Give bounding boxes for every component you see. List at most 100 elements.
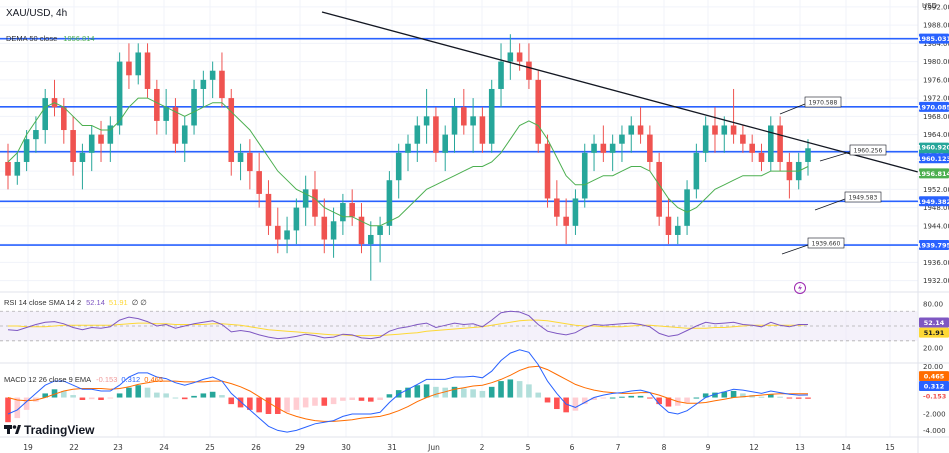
current-price-label: 1960.920 [917,144,949,152]
rsi-lines [7,310,809,340]
tradingview-logo[interactable]: TradingView [4,423,95,437]
macd-histogram-bar [5,397,11,423]
macd-histogram-bar [61,390,67,398]
macd-histogram-bar [777,396,783,398]
candle-bullish [581,152,588,199]
candle-bearish [656,161,662,217]
macd-histogram-bar [135,385,142,398]
candle-bearish [516,52,523,62]
time-tick-label: 7 [616,443,621,452]
time-tick-label: 26 [251,443,261,452]
candle-bullish [330,221,337,240]
candle-bearish [461,107,467,126]
time-tick-label: 2 [480,443,485,452]
candle-bullish [451,107,458,135]
macd-legend-hist: -0.153 [96,375,117,384]
candle-bullish [107,125,114,144]
macd-histogram-bar [42,393,48,398]
candle-bullish [33,130,39,140]
axis-badge [919,371,949,382]
candle-bullish [693,152,700,190]
candle-bearish [265,193,272,226]
macd-histogram-bar [805,397,811,399]
macd-histogram-bar [414,385,421,398]
dema-legend-name: DEMA 50 close [6,34,57,43]
candle-bullish [609,143,616,153]
price-tick-label: 1988.000 [923,22,949,30]
candle-bearish [247,152,253,172]
dema-legend-label: DEMA 50 close 1956.814 [6,34,95,43]
candle-bullish [591,143,597,153]
macd-histogram-bar [256,397,262,413]
price-tick-label: 1980.000 [923,58,949,66]
macd-histogram-bar [302,397,309,408]
time-tick-label: 24 [159,443,169,452]
candle-bullish [702,125,709,153]
price-tick-label: 1952.000 [923,186,949,194]
candle-bearish [758,152,765,162]
candle-bearish [647,134,653,162]
macd-histogram-bar [721,391,728,398]
callout-leader [819,151,851,162]
callout-box [844,191,882,203]
candle-bullish [200,79,207,89]
macd-tick-label: -4.000 [923,427,946,435]
macd-histogram-bar [154,392,160,398]
axis-badge-label: 1949.382 [917,198,949,206]
macd-histogram-bar [340,397,346,401]
axis-badge [919,327,949,338]
candle-bearish [712,125,718,135]
macd-histogram-bar [405,387,411,398]
axis-badge [919,101,949,112]
macd-histogram-bar [516,381,523,398]
axis-badge-label: 0.465 [924,373,945,381]
price-callouts: 1970.588 1960.256 1949.583 1939.660 [779,96,887,255]
callout-box [807,237,845,249]
candle-bullish [116,61,123,126]
time-tick-label: 12 [749,443,759,452]
macd-histogram-bar [563,397,569,413]
macd-histogram-bar [116,393,123,398]
lightning-icon[interactable] [794,282,806,294]
macd-histogram-bar [219,395,225,398]
time-tick-label: 13 [795,443,805,452]
candle-bearish [144,52,151,89]
candle-bearish [172,107,179,144]
macd-histogram-bar [535,392,542,398]
macd-histogram-bar [377,397,383,400]
macd-histogram-bar [433,386,439,398]
candle-bullish [377,225,383,235]
candlesticks [5,34,811,281]
macd-histogram-bar [795,397,802,399]
candle-bearish [358,216,365,245]
axis-badge [919,168,949,179]
macd-histogram-bar [581,397,588,405]
macd-histogram-bar [498,381,504,398]
price-tick-label: 1932.000 [923,277,949,285]
macd-histogram-bar [228,397,235,405]
macd-tick-label: -2.000 [923,410,946,418]
tradingview-logo-icon [4,425,21,434]
macd-legend-macd: 0.312 [121,375,140,384]
candle-bearish [228,98,235,162]
candle-bearish [5,161,11,176]
candle-bullish [684,189,690,226]
macd-histogram-bar [702,393,709,398]
rsi-legend: RSI 14 close SMA 14 2 52.14 51.91 ∅ ∅ [4,298,147,307]
candle-bullish [163,107,169,121]
candle-bullish [507,52,514,62]
candle-bullish [488,88,495,144]
trendline [321,11,919,173]
macd-histogram-bar [693,397,700,399]
support-resistance-levels [0,37,918,246]
macd-histogram-bar [237,397,244,408]
time-tick-label: 31 [387,443,397,452]
candle-bullish [237,152,244,162]
time-tick-label: Jun [427,443,440,452]
macd-histogram-bar [730,390,737,398]
macd-histogram-bar [70,395,76,398]
time-tick-label: 6 [570,443,575,452]
candle-bullish [181,125,188,144]
